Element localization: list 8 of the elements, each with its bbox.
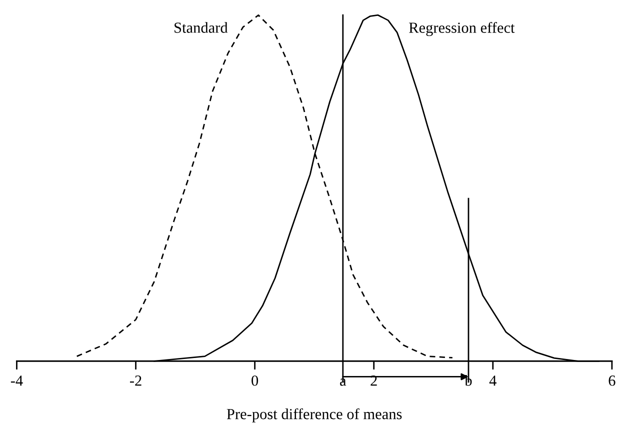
x-tick-label: -4 <box>10 376 23 386</box>
x-axis-title: Pre-post difference of means <box>226 408 402 422</box>
series-label: Regression effect <box>409 22 515 36</box>
x-tick-label: -2 <box>130 376 142 386</box>
x-tick-label: 6 <box>608 376 616 386</box>
x-tick-label: 0 <box>252 375 258 386</box>
x-tick-label: 4 <box>489 376 496 386</box>
series-label: Standard <box>174 22 228 33</box>
